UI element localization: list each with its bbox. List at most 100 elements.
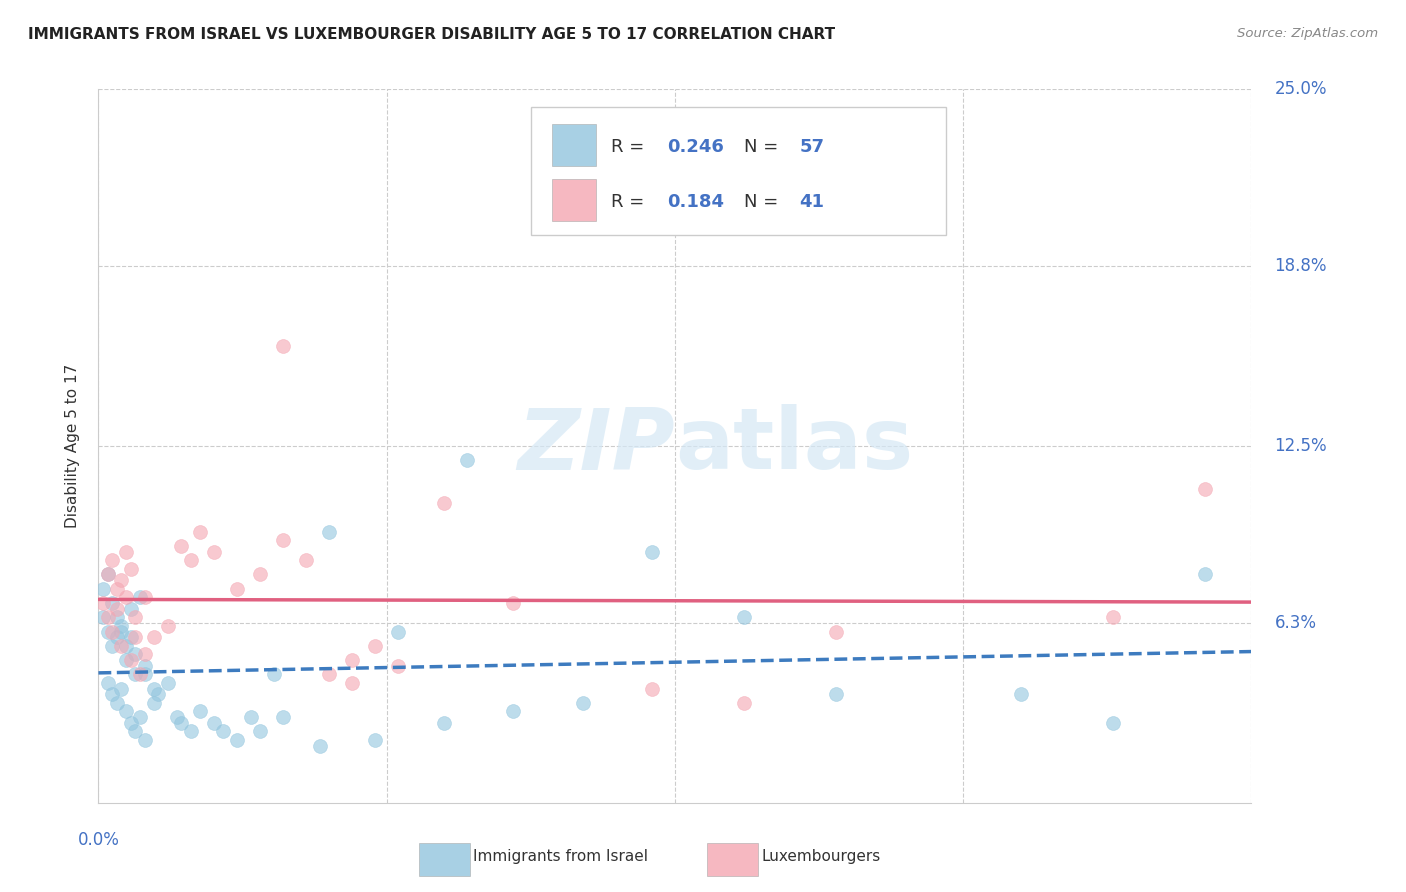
Point	[733, 610, 755, 624]
Text: 6.3%: 6.3%	[1274, 614, 1316, 632]
Point	[120, 715, 142, 730]
Point	[124, 724, 146, 739]
Text: IMMIGRANTS FROM ISRAEL VS LUXEMBOURGER DISABILITY AGE 5 TO 17 CORRELATION CHART: IMMIGRANTS FROM ISRAEL VS LUXEMBOURGER D…	[28, 27, 835, 42]
Point	[134, 591, 156, 605]
Text: R =: R =	[612, 193, 651, 211]
Point	[1010, 687, 1032, 701]
FancyBboxPatch shape	[707, 843, 758, 876]
Point	[271, 339, 294, 353]
Text: N =: N =	[744, 138, 785, 156]
Point	[433, 496, 456, 510]
Point	[124, 667, 146, 681]
Text: atlas: atlas	[675, 404, 912, 488]
Point	[433, 715, 456, 730]
Point	[641, 681, 664, 696]
Point	[124, 648, 146, 662]
Text: 57: 57	[800, 138, 824, 156]
Text: 12.5%: 12.5%	[1274, 437, 1327, 455]
Point	[105, 696, 128, 710]
Text: Immigrants from Israel: Immigrants from Israel	[472, 849, 648, 863]
Y-axis label: Disability Age 5 to 17: Disability Age 5 to 17	[65, 364, 80, 528]
Point	[97, 676, 120, 690]
Point	[571, 696, 593, 710]
Point	[170, 539, 193, 553]
Point	[97, 567, 120, 582]
Point	[115, 639, 138, 653]
Text: N =: N =	[744, 193, 785, 211]
Point	[120, 562, 142, 576]
Point	[1194, 482, 1216, 496]
Point	[364, 639, 387, 653]
Text: 0.246: 0.246	[666, 138, 724, 156]
Point	[97, 567, 120, 582]
Point	[641, 544, 664, 558]
Point	[91, 610, 114, 624]
Point	[110, 639, 132, 653]
Point	[120, 653, 142, 667]
Point	[263, 667, 285, 681]
Point	[142, 696, 165, 710]
Point	[318, 667, 340, 681]
Point	[101, 596, 124, 610]
FancyBboxPatch shape	[551, 124, 596, 166]
Point	[271, 710, 294, 724]
Point	[239, 710, 262, 724]
Point	[1102, 715, 1125, 730]
Point	[120, 630, 142, 644]
Point	[97, 610, 120, 624]
Point	[733, 696, 755, 710]
Point	[188, 705, 211, 719]
Point	[105, 630, 128, 644]
Point	[364, 733, 387, 747]
Point	[249, 567, 271, 582]
Point	[212, 724, 235, 739]
Point	[180, 553, 202, 567]
Point	[340, 653, 363, 667]
Text: 0.0%: 0.0%	[77, 831, 120, 849]
Point	[142, 681, 165, 696]
Point	[202, 544, 225, 558]
Text: R =: R =	[612, 138, 651, 156]
Point	[134, 658, 156, 673]
Point	[105, 582, 128, 596]
Point	[142, 630, 165, 644]
Point	[115, 544, 138, 558]
Point	[91, 596, 114, 610]
Point	[271, 533, 294, 548]
Point	[101, 624, 124, 639]
Point	[170, 715, 193, 730]
Point	[202, 715, 225, 730]
Point	[166, 710, 188, 724]
FancyBboxPatch shape	[530, 107, 946, 235]
Point	[134, 667, 156, 681]
Point	[502, 705, 524, 719]
Point	[115, 705, 138, 719]
Point	[115, 653, 138, 667]
Text: 41: 41	[800, 193, 824, 211]
Point	[1194, 567, 1216, 582]
Point	[340, 676, 363, 690]
Point	[124, 610, 146, 624]
FancyBboxPatch shape	[419, 843, 470, 876]
Point	[148, 687, 170, 701]
Point	[129, 591, 152, 605]
Point	[318, 524, 340, 539]
Point	[129, 710, 152, 724]
Point	[387, 658, 409, 673]
Text: 25.0%: 25.0%	[1274, 80, 1327, 98]
Point	[825, 687, 848, 701]
Point	[225, 733, 247, 747]
Point	[188, 524, 211, 539]
Point	[456, 453, 478, 467]
Point	[91, 582, 114, 596]
Point	[105, 601, 128, 615]
Point	[101, 639, 124, 653]
Point	[156, 676, 179, 690]
Text: 18.8%: 18.8%	[1274, 257, 1327, 275]
Point	[156, 619, 179, 633]
Point	[225, 582, 247, 596]
Text: Source: ZipAtlas.com: Source: ZipAtlas.com	[1237, 27, 1378, 40]
Point	[1102, 610, 1125, 624]
Point	[825, 624, 848, 639]
Point	[387, 624, 409, 639]
